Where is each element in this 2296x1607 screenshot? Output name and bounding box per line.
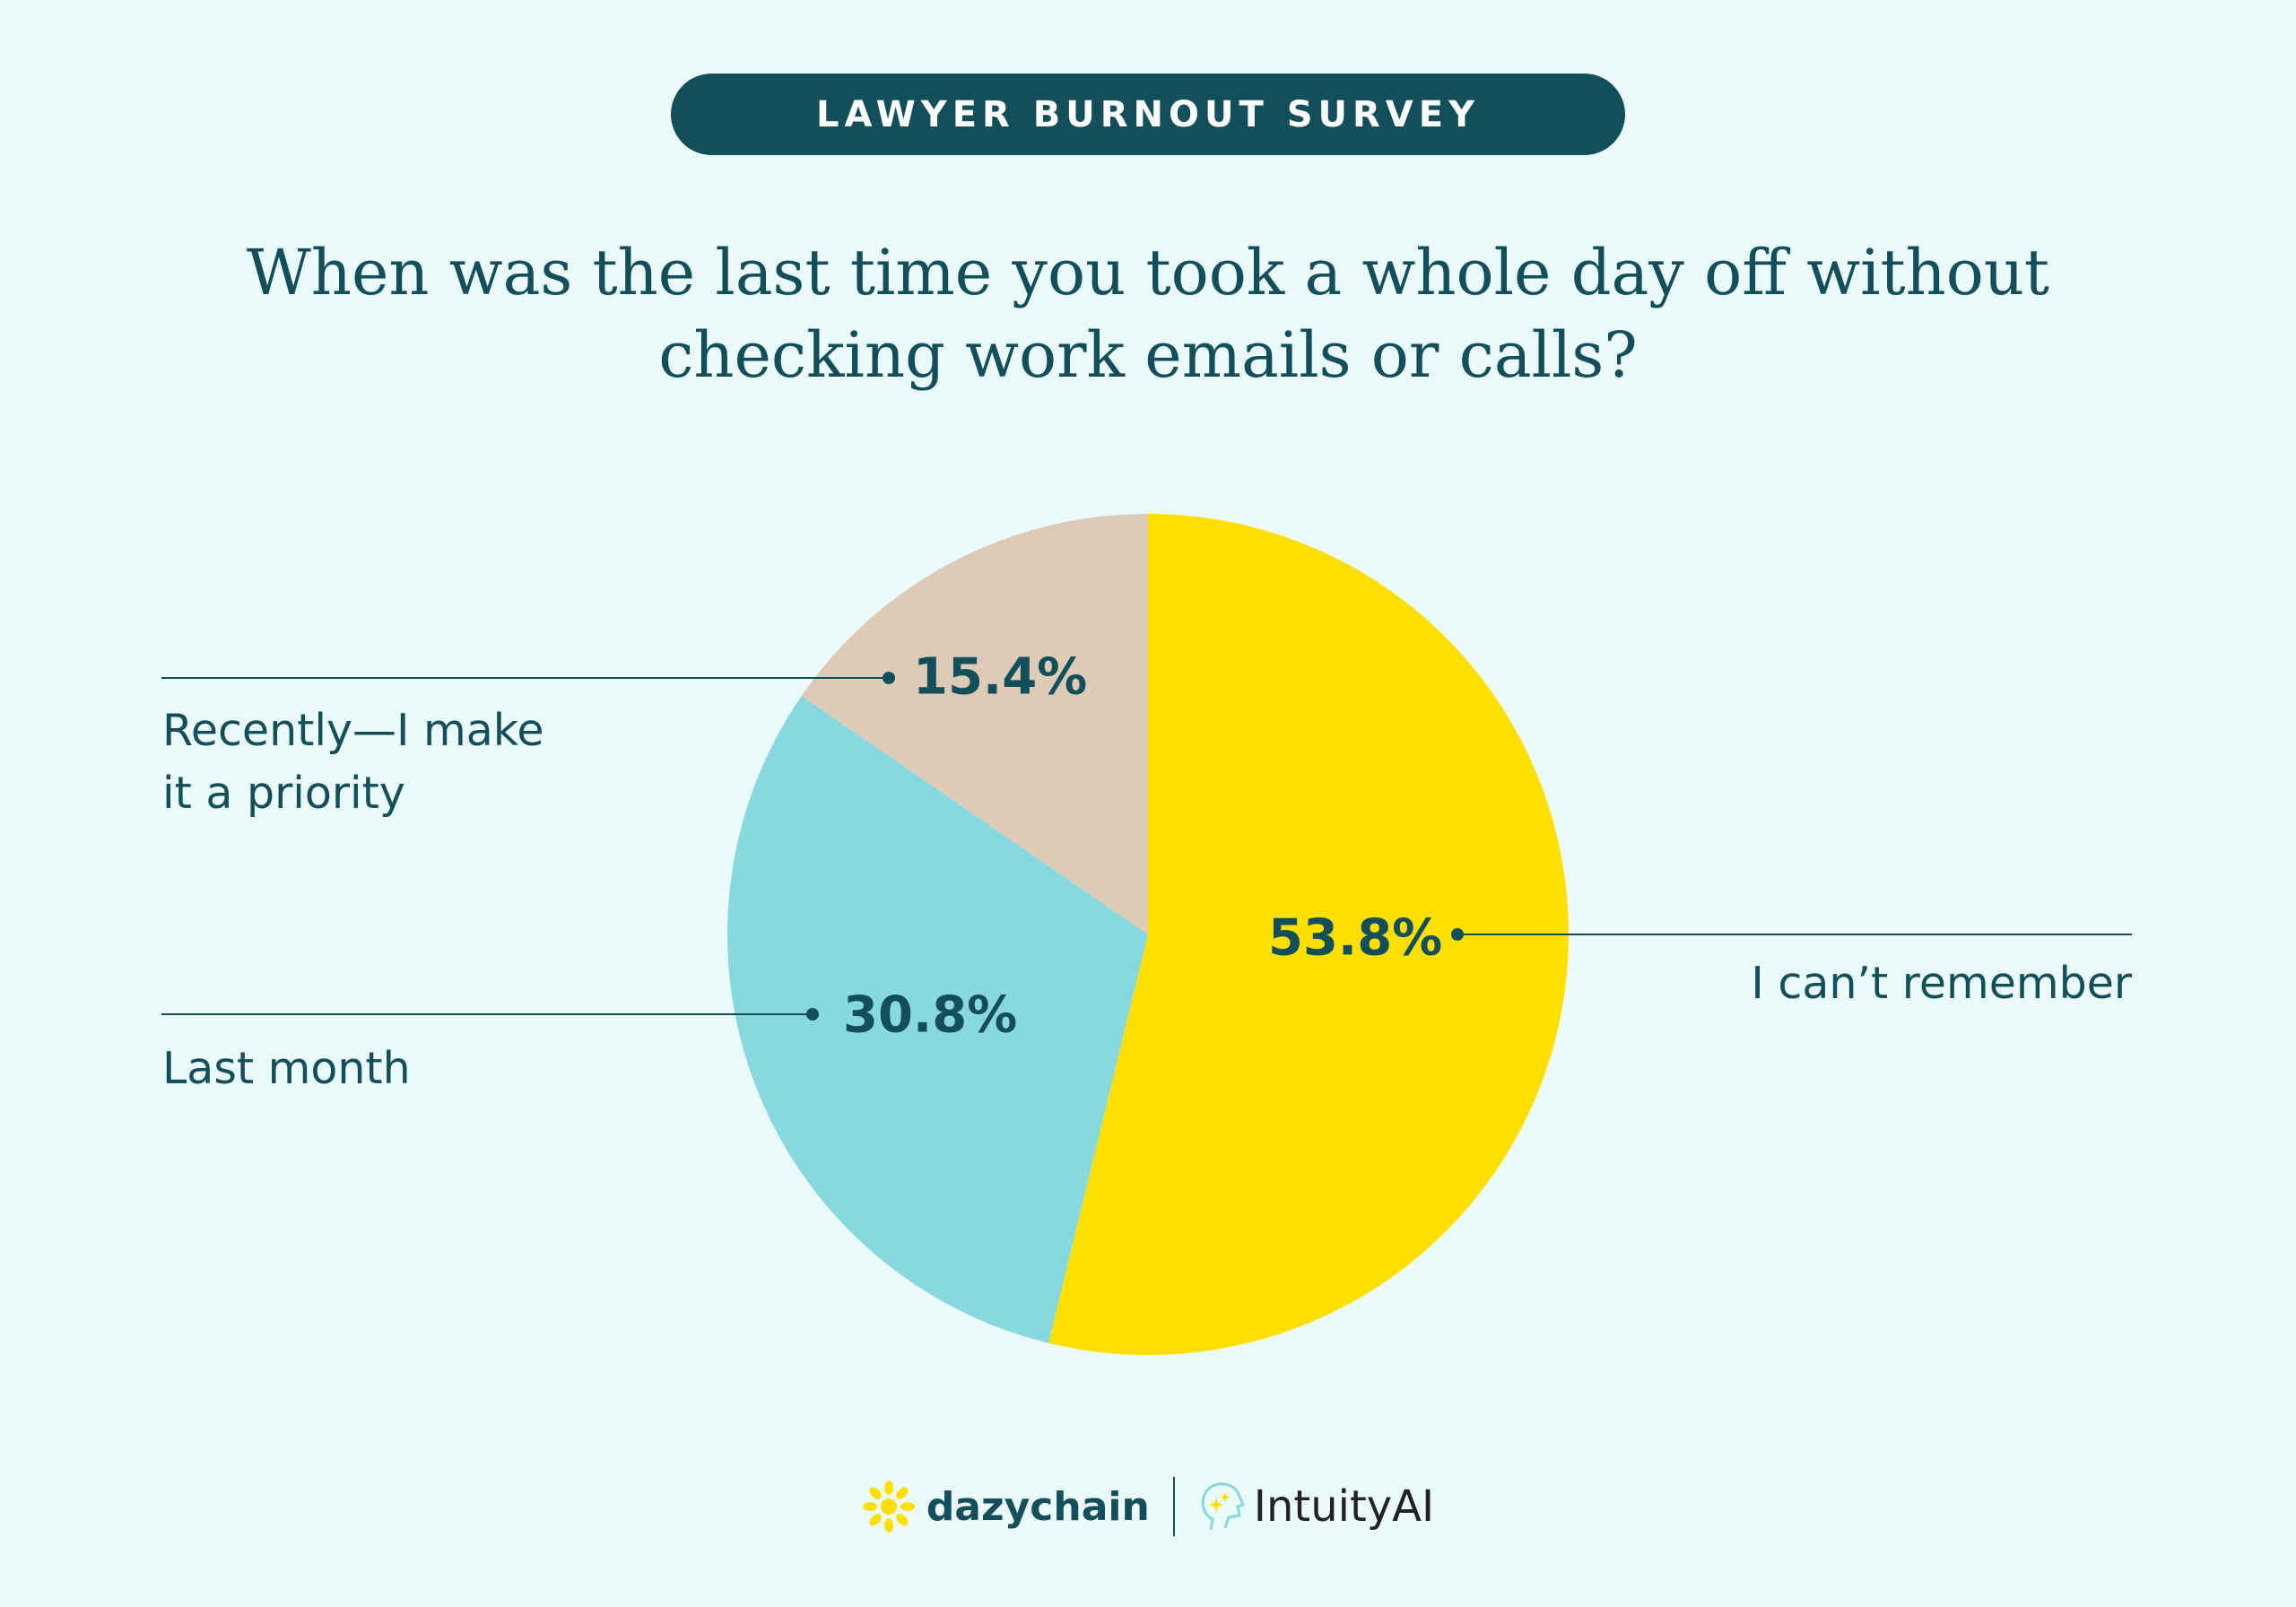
slice-cant-remember — [1048, 514, 1569, 1355]
slice-last-month — [727, 695, 1148, 1343]
legend-label-recently-line-1: Recently—I make — [162, 705, 544, 756]
leader-dot-cant-remember — [1451, 928, 1464, 941]
legend-label-last-month: Last month — [162, 1043, 411, 1094]
logo-divider — [1172, 1477, 1175, 1536]
data-label-cant-remember: 53.8% — [1268, 908, 1443, 968]
intuityai-logo: IntuityAI — [1253, 1481, 1435, 1532]
leader-dot-last-month — [806, 1008, 819, 1021]
slice-recently — [801, 514, 1148, 934]
data-label-recently: 15.4% — [913, 647, 1088, 707]
data-label-last-month: 30.8% — [843, 986, 1018, 1045]
head-sparkle-icon — [1201, 1482, 1245, 1531]
survey-badge-label: LAWYER BURNOUT SURVEY — [815, 93, 1481, 135]
dazychain-logo: dazychain — [926, 1483, 1150, 1530]
daisy-icon — [862, 1481, 915, 1533]
page-title: When was the last time you took a whole … — [161, 231, 2135, 396]
title-line-1: When was the last time you took a whole … — [246, 236, 2050, 309]
title-line-2: checking work emails or calls? — [658, 318, 1638, 392]
legend-label-recently: Recently—I make it a priority — [162, 699, 544, 825]
legend-label-recently-line-2: it a priority — [162, 768, 405, 819]
legend-label-cant-remember: I can’t remember — [1751, 958, 2132, 1009]
leader-dot-recently — [883, 672, 895, 684]
survey-badge: LAWYER BURNOUT SURVEY — [671, 74, 1625, 155]
footer-logos: dazychain IntuityAI — [0, 1471, 2296, 1542]
